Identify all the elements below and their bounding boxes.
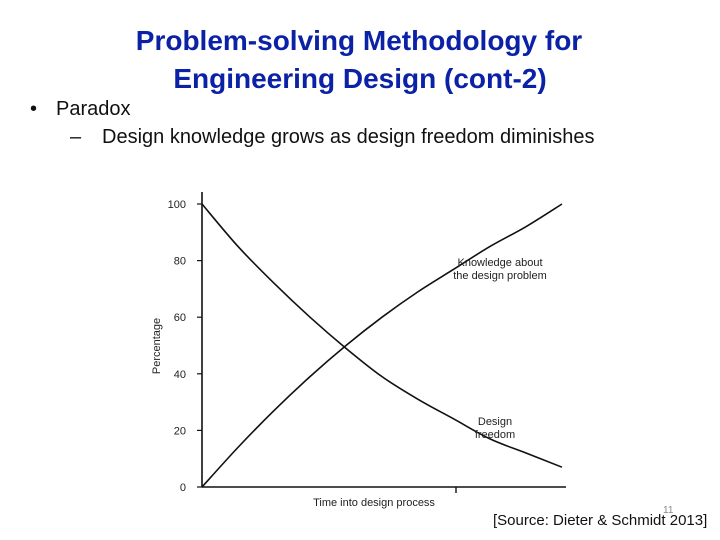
y-tick-label: 100	[168, 199, 186, 211]
source-citation: [Source: Dieter & Schmidt 2013]	[493, 512, 708, 529]
bullet-item: • Paradox	[30, 98, 131, 121]
y-axis-label: Percentage	[151, 318, 163, 374]
sub-bullet-text: Design knowledge grows as design freedom…	[102, 126, 595, 148]
series-line-knowledge	[201, 203, 563, 488]
sub-bullet-item: – Design knowledge grows as design freedo…	[70, 126, 594, 149]
chart-axes	[201, 192, 566, 493]
series-label-knowledge: Knowledge about the design problem	[453, 257, 547, 282]
y-tick-label: 60	[174, 312, 186, 324]
y-tick-label: 20	[174, 425, 186, 437]
x-axis-label: Time into design process	[313, 497, 435, 509]
y-tick-label: 80	[174, 256, 186, 268]
dash-icon: –	[70, 126, 82, 148]
series-line-design-freedom	[201, 203, 563, 468]
page-number: 11	[663, 505, 674, 516]
series-lines	[201, 203, 563, 488]
slide-title-line-1: Problem-solving Methodology for	[135, 25, 583, 56]
y-tick-label: 0	[180, 482, 186, 494]
slide-title-line-2: Engineering Design (cont-2)	[173, 63, 547, 94]
y-ticks: 0 20 40 60 80 100	[168, 199, 202, 494]
y-tick-label: 40	[174, 369, 186, 381]
bullet-text: Paradox	[56, 98, 131, 120]
bullet-dot-icon: •	[30, 98, 38, 120]
series-label-design-freedom: Design freedom	[475, 416, 515, 441]
series-labels: Knowledge about the design problem Design f…	[453, 257, 547, 441]
slide-title: Problem-solving Methodology for Engineer…	[0, 22, 720, 98]
